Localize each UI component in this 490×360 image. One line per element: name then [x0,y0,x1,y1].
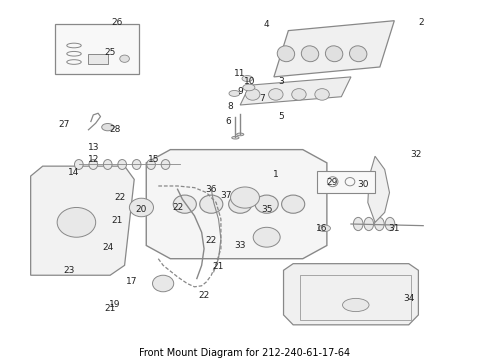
Text: 3: 3 [278,77,284,86]
Ellipse shape [132,159,141,170]
Text: 36: 36 [205,185,217,194]
Ellipse shape [353,217,363,231]
Text: 15: 15 [147,155,159,164]
PathPatch shape [274,21,394,77]
PathPatch shape [31,166,134,275]
Text: 25: 25 [104,48,116,57]
Text: 6: 6 [225,117,231,126]
Text: 35: 35 [261,204,272,213]
Text: 20: 20 [136,204,147,213]
Text: 11: 11 [234,69,246,78]
Text: Front Mount Diagram for 212-240-61-17-64: Front Mount Diagram for 212-240-61-17-64 [140,348,350,358]
Text: 27: 27 [59,120,70,129]
Text: 21: 21 [213,262,224,271]
Text: 24: 24 [102,243,113,252]
Ellipse shape [102,123,114,131]
Ellipse shape [200,195,223,213]
Ellipse shape [89,159,98,170]
Ellipse shape [161,159,170,170]
Ellipse shape [129,198,153,217]
Text: 17: 17 [126,277,138,286]
Text: 31: 31 [389,225,400,234]
Text: 28: 28 [109,125,121,134]
FancyBboxPatch shape [55,24,139,73]
Text: 22: 22 [198,291,210,300]
Ellipse shape [277,46,294,62]
Ellipse shape [237,133,244,136]
Text: 30: 30 [357,180,369,189]
Text: 9: 9 [237,87,243,96]
Ellipse shape [364,217,373,231]
Text: 23: 23 [64,266,75,275]
Text: 12: 12 [88,155,99,164]
Text: 33: 33 [234,241,246,250]
Text: 22: 22 [114,193,125,202]
Text: 21: 21 [104,304,116,313]
Text: 29: 29 [326,178,338,187]
Ellipse shape [282,195,305,213]
PathPatch shape [240,77,351,105]
FancyBboxPatch shape [317,171,375,193]
Ellipse shape [231,187,259,208]
Ellipse shape [120,55,129,62]
PathPatch shape [89,54,108,64]
Text: 8: 8 [228,102,233,111]
Text: 37: 37 [220,192,231,201]
Text: 19: 19 [109,301,121,310]
Ellipse shape [103,159,112,170]
Ellipse shape [325,46,343,62]
Ellipse shape [374,217,384,231]
Ellipse shape [343,298,369,312]
Ellipse shape [318,225,330,231]
Ellipse shape [253,227,280,247]
Ellipse shape [269,89,283,100]
Text: 22: 22 [172,203,183,212]
PathPatch shape [146,150,327,259]
PathPatch shape [284,264,418,325]
Ellipse shape [242,76,253,81]
Ellipse shape [292,89,306,100]
Text: 7: 7 [259,94,265,103]
Text: 22: 22 [206,236,217,245]
Ellipse shape [152,275,174,292]
Text: 1: 1 [273,170,279,179]
Ellipse shape [229,90,240,96]
Ellipse shape [173,195,196,213]
Ellipse shape [245,89,260,100]
Text: 14: 14 [68,168,80,177]
Text: 32: 32 [410,150,422,159]
Ellipse shape [243,84,255,91]
Text: 26: 26 [112,18,123,27]
Ellipse shape [118,159,126,170]
Ellipse shape [232,136,239,139]
Ellipse shape [385,217,395,231]
Ellipse shape [315,89,329,100]
PathPatch shape [368,156,390,222]
Text: 4: 4 [264,19,270,28]
Ellipse shape [229,195,252,213]
Text: 21: 21 [112,216,123,225]
Ellipse shape [301,46,319,62]
Ellipse shape [349,46,367,62]
Ellipse shape [255,195,278,213]
Text: 13: 13 [88,144,99,153]
Ellipse shape [57,207,96,237]
Text: 2: 2 [418,18,424,27]
Text: 10: 10 [244,77,256,86]
Text: 34: 34 [403,294,415,303]
Ellipse shape [74,159,83,170]
Ellipse shape [147,159,155,170]
Text: 5: 5 [278,112,284,121]
Text: 16: 16 [317,225,328,234]
